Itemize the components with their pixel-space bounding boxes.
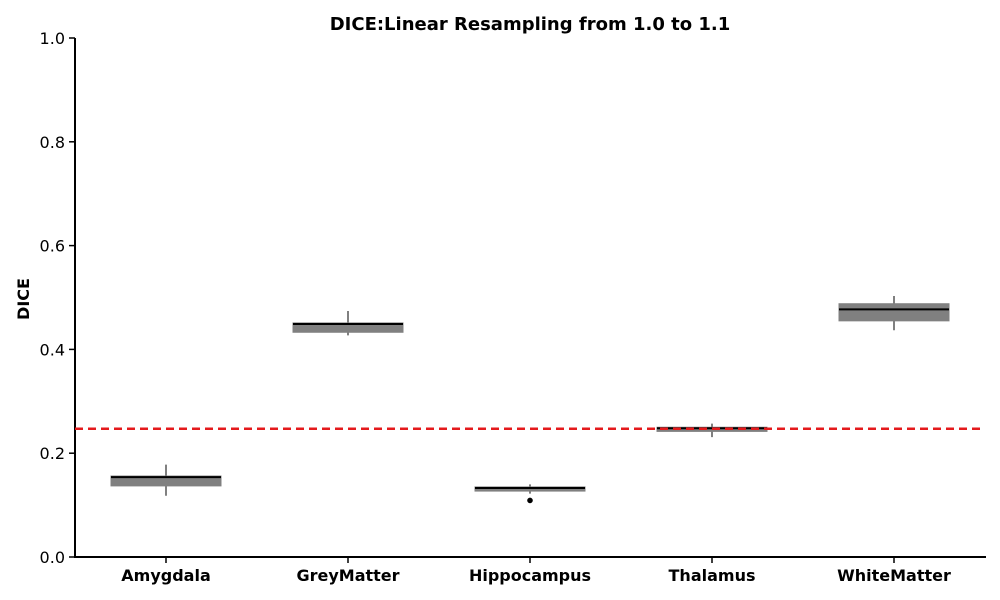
box xyxy=(474,486,586,492)
y-tick-label: 0.8 xyxy=(40,133,65,152)
outlier-point xyxy=(527,497,533,504)
box xyxy=(838,303,950,322)
y-tick-label: 1.0 xyxy=(40,29,65,48)
y-tick-label: 0.6 xyxy=(40,237,65,256)
x-tick-label: Thalamus xyxy=(669,566,756,585)
x-tick-label: Amygdala xyxy=(121,566,210,585)
y-tick-label: 0.0 xyxy=(40,548,65,567)
y-tick-label: 0.2 xyxy=(40,444,65,463)
x-tick-label: WhiteMatter xyxy=(837,566,951,585)
y-axis-label: DICE xyxy=(14,278,33,320)
plot-area: 0.0 0.2 0.4 0.6 0.8 1.0 Amygdala GreyMatter Hipp… xyxy=(40,29,985,585)
x-tick-label: GreyMatter xyxy=(296,566,399,585)
x-tick-label: Hippocampus xyxy=(469,566,591,585)
box xyxy=(110,475,222,487)
y-tick-label: 0.4 xyxy=(40,340,65,359)
chart-title: DICE:Linear Resampling from 1.0 to 1.1 xyxy=(330,14,731,35)
box xyxy=(292,322,404,333)
